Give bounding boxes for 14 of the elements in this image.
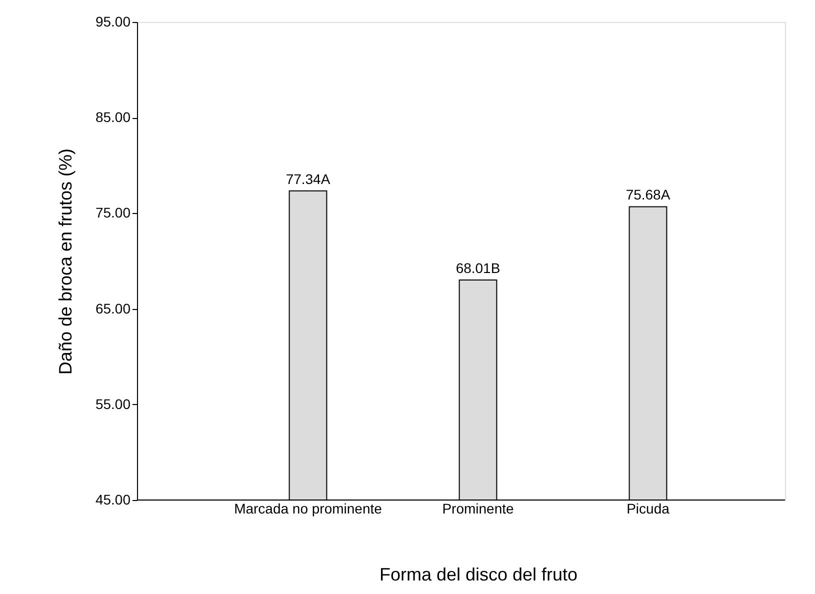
x-tick-label: Marcada no prominente (234, 500, 382, 516)
x-axis-title: Forma del disco del fruto (379, 564, 578, 584)
y-axis-title: Daño de broca en frutos (%) (55, 148, 76, 375)
y-tick-label: 85.00 (95, 109, 131, 126)
y-tick-label: 95.00 (95, 14, 131, 30)
x-tick-label: Prominente (442, 500, 514, 516)
data-label: 77.34A (286, 170, 331, 187)
data-label: 75.68A (626, 186, 671, 203)
data-label: 68.01B (456, 260, 500, 276)
x-tick-label: Picuda (626, 500, 670, 516)
y-tick-label: 55.00 (95, 396, 131, 412)
y-tick-label: 45.00 (95, 492, 131, 508)
y-tick-label: 65.00 (95, 300, 131, 316)
y-tick-label: 75.00 (95, 204, 131, 221)
